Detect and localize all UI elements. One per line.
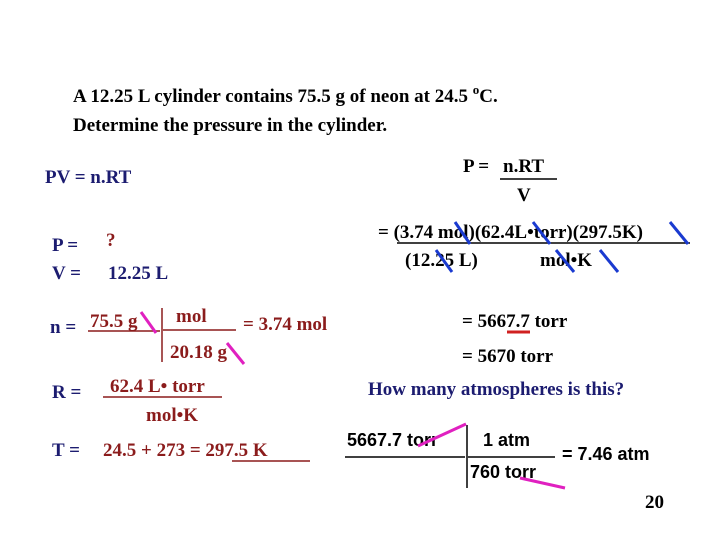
cancel <box>225 342 246 365</box>
cancel <box>453 221 472 245</box>
numerator: 5667.7 torr <box>347 430 438 450</box>
label: V = <box>52 263 81 284</box>
numerator: = (3.74 mol)(62.4L•torr)(297.5K) <box>378 222 643 243</box>
cancel <box>417 422 467 448</box>
denominator: (12.25 L) <box>405 250 478 271</box>
numerator: n.RT <box>503 156 544 177</box>
result: = 5670 torr <box>462 346 554 367</box>
equation: PV = n.RT <box>45 167 132 188</box>
cancel <box>531 221 552 245</box>
cancel <box>668 221 690 245</box>
value: mol•K <box>146 405 198 426</box>
cancel <box>434 249 454 273</box>
numerator: 1 atm <box>483 430 530 450</box>
cancel <box>598 249 620 273</box>
label: n = <box>50 317 76 338</box>
cancel <box>554 249 576 273</box>
text: C. <box>479 86 497 107</box>
page-number: 20 <box>645 492 664 513</box>
label: P = <box>463 156 489 177</box>
label: P = <box>52 235 78 256</box>
cancel <box>519 476 566 490</box>
problem-line: Determine the pressure in the cylinder. <box>73 115 387 136</box>
result: = 5667.7 torr <box>462 311 568 332</box>
value: 12.25 L <box>108 263 168 284</box>
label: R = <box>52 382 81 403</box>
value: 75.5 g <box>90 311 138 332</box>
value: 20.18 g <box>170 342 228 363</box>
result: = 7.46 atm <box>562 444 650 464</box>
value: 62.4 L• torr <box>110 376 205 397</box>
label: T = <box>52 440 80 461</box>
denominator: V <box>517 185 531 206</box>
cancel <box>139 311 158 334</box>
problem-line: A 12.25 L cylinder contains 75.5 g of ne… <box>73 82 498 107</box>
value: ? <box>106 230 116 251</box>
denominator: 760 torr <box>470 462 536 482</box>
value: mol <box>176 306 207 327</box>
question: How many atmospheres is this? <box>368 379 624 400</box>
value: = 3.74 mol <box>243 314 327 335</box>
value: 24.5 + 273 = 297.5 K <box>103 440 268 461</box>
text: A 12.25 L cylinder contains 75.5 g of ne… <box>73 86 473 107</box>
superscript: o <box>473 82 480 97</box>
